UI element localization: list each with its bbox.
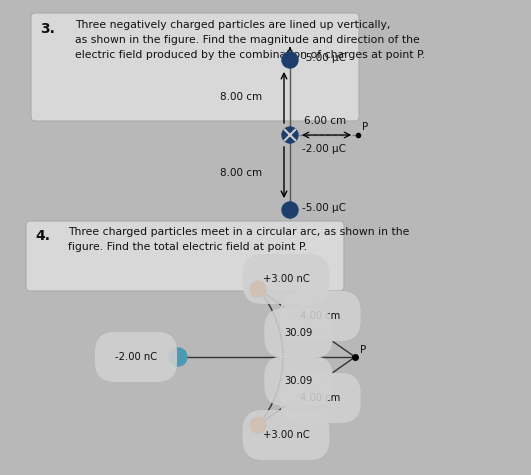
Text: 8.00 cm: 8.00 cm [220,168,262,178]
Text: -2.00 μC: -2.00 μC [302,144,346,154]
Text: 6.00 cm: 6.00 cm [304,116,346,126]
Text: +3.00 nC: +3.00 nC [263,274,310,284]
Text: electric field produced by the combination of charges at point P.: electric field produced by the combinati… [75,50,425,60]
Text: 3.: 3. [40,22,55,36]
Circle shape [250,417,266,433]
Text: 30.09: 30.09 [284,376,313,386]
Text: 4.00 cm: 4.00 cm [301,393,340,403]
Text: -2.00 nC: -2.00 nC [115,352,157,362]
Circle shape [250,281,266,297]
FancyBboxPatch shape [31,13,359,121]
Text: Three charged particles meet in a circular arc, as shown in the: Three charged particles meet in a circul… [68,227,409,237]
Text: as shown in the figure. Find the magnitude and direction of the: as shown in the figure. Find the magnitu… [75,35,419,45]
Text: Three negatively charged particles are lined up vertically,: Three negatively charged particles are l… [75,20,390,30]
Text: -5.00 μC: -5.00 μC [302,53,346,63]
Text: P: P [360,345,366,355]
Circle shape [282,52,298,68]
Text: 4.00 cm: 4.00 cm [301,311,340,321]
Text: 4.: 4. [35,229,50,243]
FancyBboxPatch shape [26,221,344,291]
Circle shape [169,348,187,366]
Circle shape [282,202,298,218]
Text: 30.09: 30.09 [284,328,313,338]
Text: 8.00 cm: 8.00 cm [220,93,262,103]
Circle shape [282,127,298,143]
Text: +3.00 nC: +3.00 nC [263,430,310,440]
Text: P: P [362,122,369,132]
Text: figure. Find the total electric field at point P.: figure. Find the total electric field at… [68,242,307,252]
Text: -5.00 μC: -5.00 μC [302,203,346,213]
